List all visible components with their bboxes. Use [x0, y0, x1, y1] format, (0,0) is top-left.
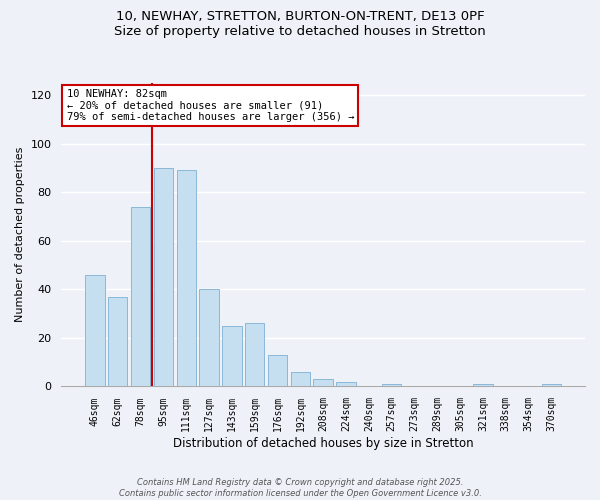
- Bar: [337, 382, 356, 386]
- Bar: [473, 384, 493, 386]
- Bar: [268, 355, 287, 386]
- Bar: [199, 290, 219, 386]
- Bar: [85, 275, 104, 386]
- Text: 10, NEWHAY, STRETTON, BURTON-ON-TRENT, DE13 0PF
Size of property relative to det: 10, NEWHAY, STRETTON, BURTON-ON-TRENT, D…: [114, 10, 486, 38]
- Bar: [245, 324, 265, 386]
- Bar: [131, 207, 150, 386]
- Bar: [222, 326, 242, 386]
- Y-axis label: Number of detached properties: Number of detached properties: [15, 147, 25, 322]
- Text: 10 NEWHAY: 82sqm
← 20% of detached houses are smaller (91)
79% of semi-detached : 10 NEWHAY: 82sqm ← 20% of detached house…: [67, 89, 354, 122]
- Bar: [108, 296, 127, 386]
- Bar: [154, 168, 173, 386]
- Bar: [313, 379, 333, 386]
- Bar: [542, 384, 561, 386]
- X-axis label: Distribution of detached houses by size in Stretton: Distribution of detached houses by size …: [173, 437, 473, 450]
- Bar: [382, 384, 401, 386]
- Bar: [176, 170, 196, 386]
- Bar: [290, 372, 310, 386]
- Text: Contains HM Land Registry data © Crown copyright and database right 2025.
Contai: Contains HM Land Registry data © Crown c…: [119, 478, 481, 498]
